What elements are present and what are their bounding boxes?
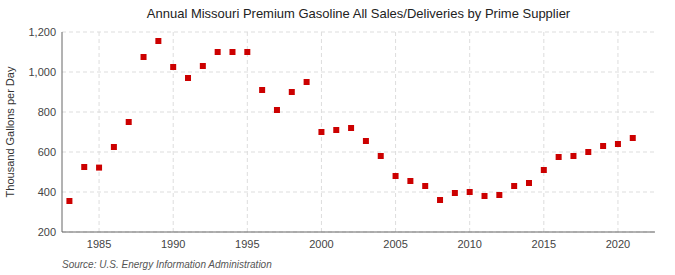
- x-grid-line: [247, 32, 248, 232]
- y-axis-line: [62, 32, 63, 232]
- x-grid-line: [395, 32, 396, 232]
- annotation: Source: U.S. Energy Information Administ…: [62, 259, 272, 270]
- x-tick-label: 1990: [161, 238, 185, 250]
- tick-labels: 200 400 600 800 1,000 1,200 1985 1990 1995 2000 20…: [28, 26, 630, 250]
- x-tick-label: 2005: [383, 238, 407, 250]
- point: [541, 167, 547, 173]
- point: [585, 149, 591, 155]
- y-grid-line: [62, 112, 655, 113]
- point: [66, 198, 72, 204]
- x-axis-line: [62, 232, 655, 233]
- point: [363, 138, 369, 144]
- point: [615, 141, 621, 147]
- point: [333, 127, 339, 133]
- x-tick-label: 2015: [532, 238, 556, 250]
- x-grid-line: [543, 32, 544, 232]
- x-tick-label: 2010: [457, 238, 481, 250]
- point: [170, 64, 176, 70]
- point: [496, 192, 502, 198]
- x-grid-line: [469, 32, 470, 232]
- y-axis-label: Thousand Gallons per Day: [4, 66, 16, 197]
- point: [96, 165, 102, 171]
- x-grid-line: [99, 32, 100, 232]
- point: [407, 178, 413, 184]
- point: [452, 190, 458, 196]
- point: [259, 87, 265, 93]
- x-tick-label: 1985: [87, 238, 111, 250]
- y-tick-label: 400: [38, 186, 56, 198]
- point: [437, 197, 443, 203]
- point: [304, 79, 310, 85]
- title: Annual Missouri Premium Gasoline All Sal…: [147, 6, 571, 21]
- point: [200, 63, 206, 69]
- point: [556, 154, 562, 160]
- point: [155, 38, 161, 44]
- point: [111, 144, 117, 150]
- point: [526, 180, 532, 186]
- y-grid-line: [62, 152, 655, 153]
- point: [393, 173, 399, 179]
- point: [215, 49, 221, 55]
- y-tick-label: 800: [38, 106, 56, 118]
- point: [422, 183, 428, 189]
- x-grid-line: [173, 32, 174, 232]
- chart: Annual Missouri Premium Gasoline All Sal…: [0, 0, 675, 275]
- point: [185, 75, 191, 81]
- y-tick-label: 200: [38, 226, 56, 238]
- x-tick-label: 2020: [606, 238, 630, 250]
- x-tick-label: 1995: [235, 238, 259, 250]
- point: [378, 153, 384, 159]
- points: [66, 38, 635, 204]
- point: [141, 54, 147, 60]
- point: [511, 183, 517, 189]
- x-grid-line: [617, 32, 618, 232]
- y-grid-line: [62, 232, 655, 233]
- point: [274, 107, 280, 113]
- y-tick-label: 1,200: [28, 26, 56, 38]
- point: [570, 153, 576, 159]
- y-tick-label: 600: [38, 146, 56, 158]
- point: [600, 143, 606, 149]
- y-grid-line: [62, 72, 655, 73]
- y-tick-label: 1,000: [28, 66, 56, 78]
- point: [630, 135, 636, 141]
- y-grid-line: [62, 192, 655, 193]
- point: [482, 193, 488, 199]
- point: [348, 125, 354, 131]
- point: [81, 164, 87, 170]
- x-tick-label: 2000: [309, 238, 333, 250]
- point: [318, 129, 324, 135]
- grid: [62, 32, 655, 232]
- y-grid-line: [62, 32, 655, 33]
- point: [289, 89, 295, 95]
- point: [467, 189, 473, 195]
- point: [126, 119, 132, 125]
- point: [244, 49, 250, 55]
- point: [229, 49, 235, 55]
